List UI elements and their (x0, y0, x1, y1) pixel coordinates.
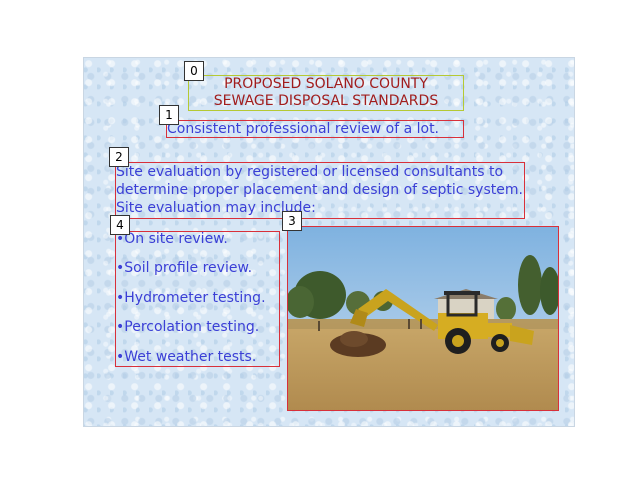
region-label-3: 3 (282, 211, 302, 231)
region-label-2: 2 (109, 147, 129, 167)
backhoe-photo (287, 226, 559, 411)
evaluation-list: •On site review. •Soil profile review. •… (115, 231, 280, 367)
slide-title: PROPOSED SOLANO COUNTY SEWAGE DISPOSAL S… (188, 75, 464, 111)
evaluation-paragraph: Site evaluation by registered or license… (115, 162, 525, 219)
region-label-1: 1 (159, 105, 179, 125)
title-line-1: PROPOSED SOLANO COUNTY (224, 76, 428, 92)
region-label-0: 0 (184, 61, 204, 81)
list-item: •On site review. (116, 231, 228, 247)
list-item: •Percolation testing. (116, 319, 260, 336)
title-line-2: SEWAGE DISPOSAL STANDARDS (213, 93, 439, 109)
list-item: •Wet weather tests. (116, 348, 257, 365)
backhoe-photo-illustration (288, 227, 558, 410)
list-item: •Soil profile review. (116, 260, 253, 277)
list-item: •Hydrometer testing. (116, 289, 266, 306)
region-label-4: 4 (110, 215, 130, 235)
subtitle-text: Consistent professional review of a lot. (166, 120, 464, 138)
